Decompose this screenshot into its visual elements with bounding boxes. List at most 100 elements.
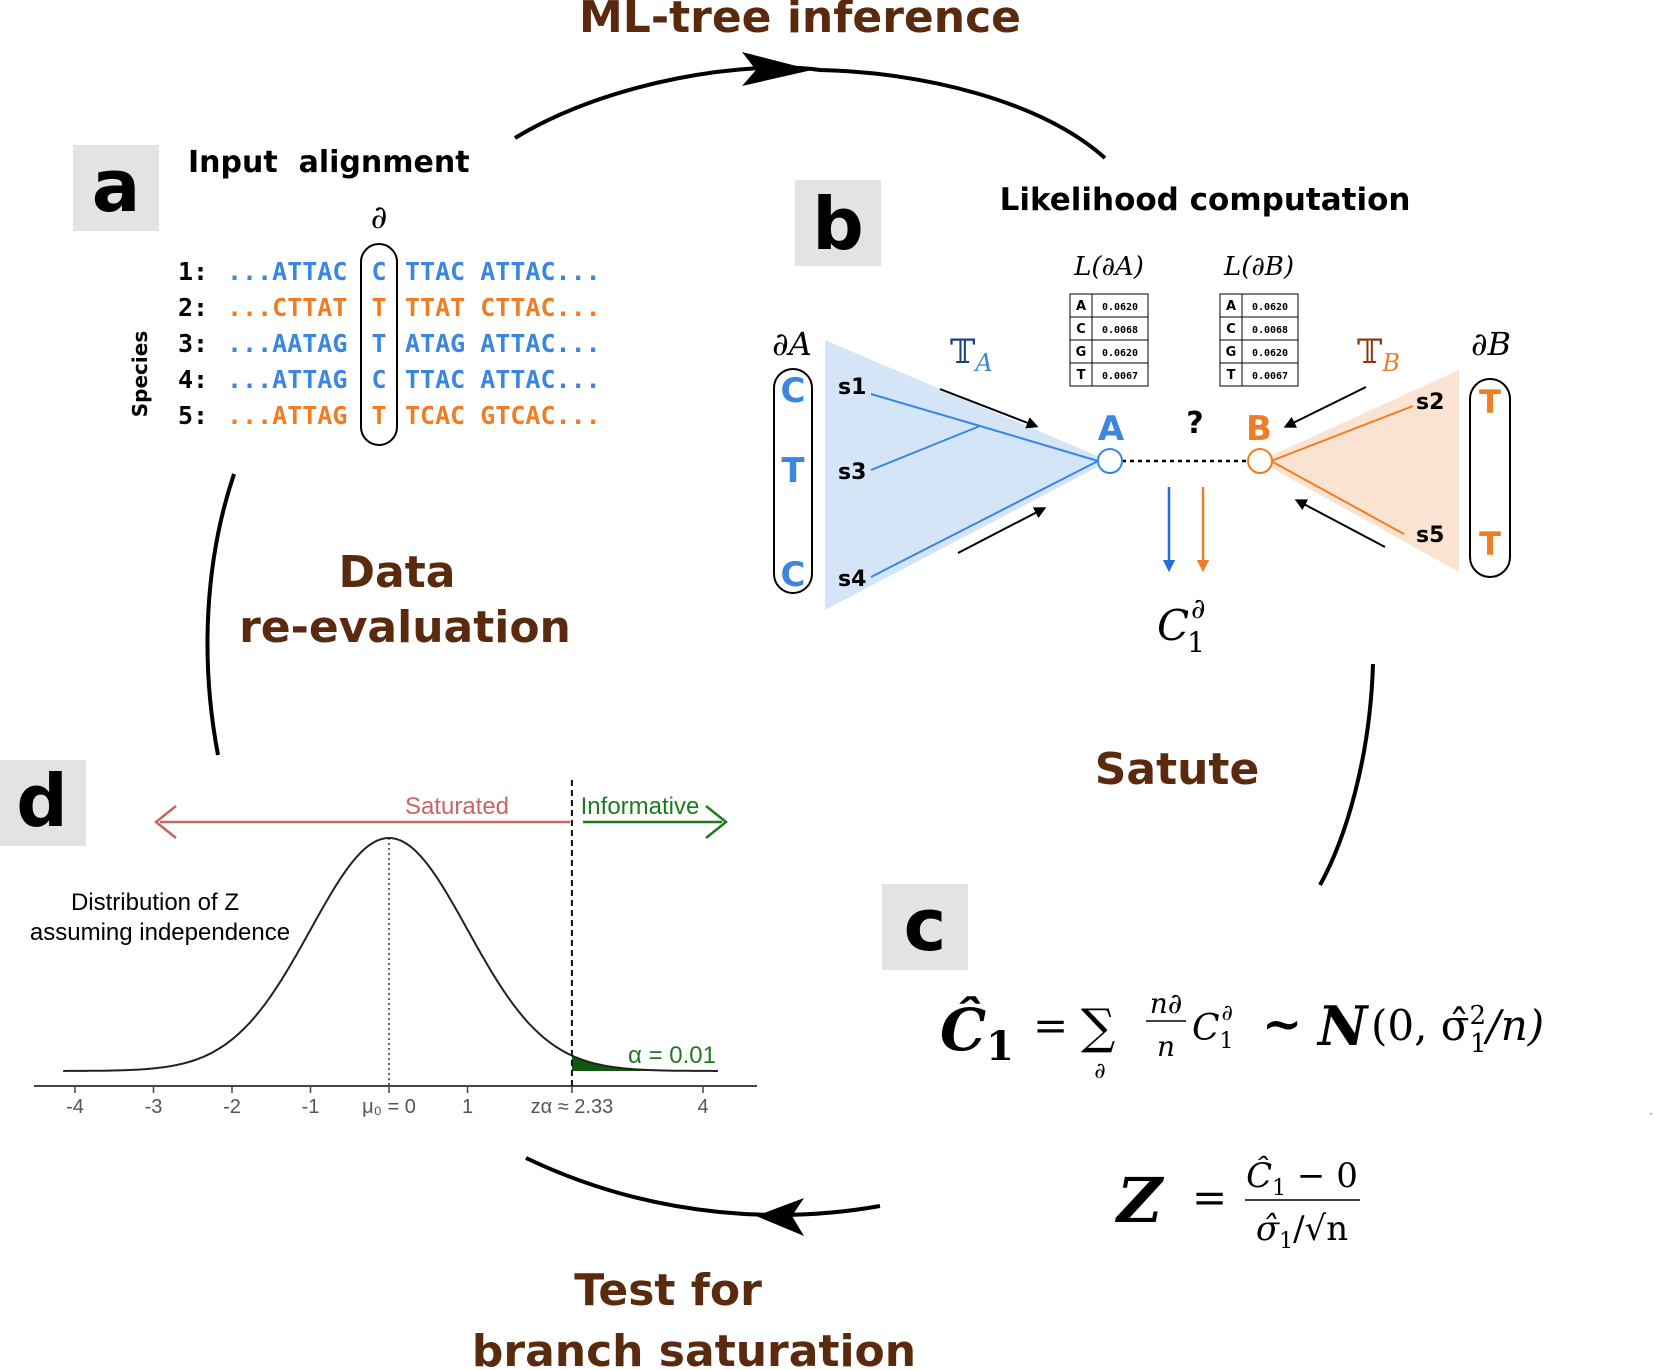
- alignment-row-id: 2:: [178, 293, 208, 322]
- likelihood-value: 0.0067: [1102, 371, 1138, 382]
- alignment-row-id: 5:: [178, 401, 208, 430]
- eq1-lhs: Ĉ1: [940, 996, 1014, 1070]
- likelihood-state: G: [1076, 345, 1087, 360]
- alpha-label: α = 0.01: [628, 1042, 716, 1069]
- alignment-row-right: ATAG ATTAC...: [405, 329, 601, 358]
- x-tick-label: 4: [697, 1096, 708, 1118]
- likelihood-value: 0.0068: [1102, 325, 1138, 336]
- partial-A-state-1: C: [781, 371, 806, 411]
- leaf-s1: s1: [838, 375, 866, 400]
- node-B-label: B: [1246, 409, 1272, 449]
- alignment-row-id: 3:: [178, 329, 208, 358]
- panel-d-letter: d: [16, 759, 68, 843]
- x-tick-label: 1: [462, 1096, 473, 1118]
- eq2-numerator: Ĉ1 − 0: [1246, 1155, 1358, 1201]
- likelihood-state: T: [1227, 368, 1236, 383]
- alignment-row-left: ...AATAG: [227, 329, 347, 358]
- eq2-lhs: Z: [1114, 1164, 1165, 1237]
- panel-d: d Saturated Informative Distribution of …: [0, 759, 757, 1118]
- partial-A-outline: [773, 368, 813, 594]
- cycle-bottom-label-2: branch saturation: [472, 1326, 916, 1370]
- cycle-left-label-1: Data: [339, 547, 456, 598]
- panel-b-title: Likelihood computation: [1000, 182, 1411, 218]
- eq1-tilde: ~: [1262, 996, 1302, 1052]
- leaf-s3: s3: [838, 460, 866, 485]
- leaf-s4: s4: [838, 567, 866, 592]
- arrowhead-top: [742, 52, 812, 86]
- alignment-rows: 1: ...ATTAC C TTAC ATTAC... 2: ...CTTAT T TTAT …: [178, 257, 601, 430]
- node-A-label: A: [1098, 409, 1125, 449]
- informative-arrowhead: [705, 805, 729, 839]
- likelihood-table-B: A 0.0620 C 0.0068 G 0.0620 T 0.0067: [1219, 293, 1299, 387]
- alignment-row-right: TCAC GTCAC...: [405, 401, 601, 430]
- leaf-s2: s2: [1416, 390, 1444, 415]
- likelihood-value: 0.0620: [1102, 302, 1138, 313]
- alignment-row-right: TTAC ATTAC...: [405, 257, 601, 286]
- likelihood-state: A: [1226, 299, 1236, 314]
- eq2-equals: =: [1192, 1173, 1227, 1222]
- subtree-A-branches: [870, 393, 1099, 578]
- informative-label: Informative: [581, 793, 700, 820]
- alignment-row-left: ...ATTAG: [227, 365, 347, 394]
- cycle-top-label: ML-tree inference: [579, 0, 1021, 43]
- panel-b: b Likelihood computation A B ? s1 s3 s4 …: [772, 180, 1511, 659]
- eq1-normal-N: N: [1316, 994, 1370, 1058]
- site-column-outline: [360, 243, 398, 446]
- coherence-symbol: C1∂: [1157, 592, 1205, 659]
- arrowhead-bottom: [756, 1198, 804, 1236]
- panel-b-letter-box: [795, 180, 881, 266]
- eq1-coherence: C1∂: [1192, 1001, 1234, 1054]
- panel-a-letter-box: [73, 145, 159, 231]
- density-curve: [63, 837, 718, 1072]
- likelihood-state: T: [1077, 368, 1086, 383]
- panel-c: c Ĉ1 = ∑ ∂ n∂ n C1∂ ~ N (0, σ̂2 1/n) Z = …: [882, 883, 1544, 1254]
- likelihood-value: 0.0067: [1252, 371, 1288, 382]
- likelihood-value: 0.0620: [1102, 348, 1138, 359]
- saturated-label: Saturated: [405, 793, 509, 820]
- eq1-sum: ∑: [1081, 999, 1115, 1055]
- node-B-circle: [1247, 448, 1273, 474]
- partial-A-state-2: T: [781, 451, 805, 491]
- node-A-circle: [1097, 448, 1123, 474]
- partial-A-state-3: C: [781, 555, 806, 595]
- alignment-row-site: T: [371, 329, 386, 358]
- alignment-row-right: TTAT CTTAC...: [405, 293, 601, 322]
- partial-A-label: ∂A: [772, 325, 812, 363]
- arc-left: [205, 473, 236, 756]
- likelihood-state: A: [1076, 299, 1086, 314]
- alignment-row-site: C: [371, 365, 386, 394]
- alignment-row-id: 1:: [178, 257, 208, 286]
- eq2-denominator: σ̂1/√n: [1256, 1209, 1348, 1254]
- likelihood-value: 0.0620: [1252, 348, 1288, 359]
- x-tick-label: zα ≈ 2.33: [531, 1096, 614, 1118]
- alignment-row-site: T: [371, 293, 386, 322]
- likelihood-state: G: [1226, 345, 1237, 360]
- leaf-s5: s5: [1416, 523, 1444, 548]
- x-tick-label: -2: [223, 1096, 241, 1118]
- distribution-label-2: assuming independence: [30, 919, 290, 946]
- eq1-normal-args: (0, σ̂2 1/n): [1371, 1001, 1544, 1059]
- panel-a: a Input alignment ∂ Species 1: ...ATTAC C T…: [73, 144, 601, 446]
- alignment-row-left: ...CTTAT: [227, 293, 347, 322]
- partial-B-label: ∂B: [1471, 325, 1511, 363]
- likelihood-B-label: L(∂B): [1223, 252, 1294, 282]
- cycle-arrows: [205, 52, 1375, 1236]
- alignment-row-site: T: [371, 401, 386, 430]
- partial-B-outline: [1469, 378, 1511, 578]
- likelihood-state: C: [1226, 322, 1236, 337]
- panel-a-letter: a: [92, 144, 141, 228]
- likelihood-state: C: [1076, 322, 1086, 337]
- panel-b-letter: b: [812, 182, 864, 266]
- distribution-label-1: Distribution of Z: [71, 889, 239, 916]
- likelihood-A-label: L(∂A): [1073, 252, 1144, 282]
- eq1-equals: =: [1033, 1001, 1068, 1050]
- alignment-row-left: ...ATTAG: [227, 401, 347, 430]
- subtree-B-branches: [1270, 405, 1414, 535]
- branch-question: ?: [1186, 406, 1203, 441]
- alignment-row-id: 4:: [178, 365, 208, 394]
- arc-top: [513, 65, 1107, 160]
- eq1-frac-num: n∂: [1150, 987, 1183, 1020]
- likelihood-table-A: A 0.0620 C 0.0068 G 0.0620 T 0.0067: [1069, 293, 1149, 387]
- x-tick-label: -1: [302, 1096, 320, 1118]
- likelihood-value: 0.0620: [1252, 302, 1288, 313]
